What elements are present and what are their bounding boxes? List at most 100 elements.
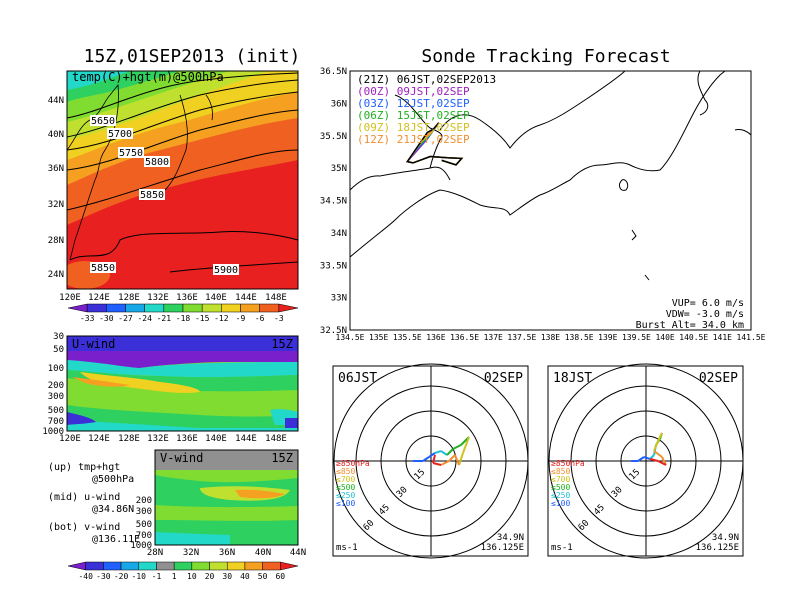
colorbar-swatch	[259, 303, 280, 313]
colorbar-swatch	[240, 303, 260, 313]
wind-colorbar-label: 20	[205, 572, 215, 581]
uwind-p-tick: 300	[48, 392, 64, 402]
colorbar-swatch	[221, 303, 241, 313]
hodograph-level-legend: ≤100	[551, 499, 570, 508]
wind-colorbar-label: 10	[187, 572, 197, 581]
hodograph-trace	[653, 440, 659, 452]
hodograph-level-legend: ≤850	[336, 467, 355, 476]
hodograph-trace	[657, 432, 663, 442]
wind-colorbar-label: 30	[222, 572, 232, 581]
hodograph-units: ms-1	[336, 543, 358, 553]
hodograph-trace	[462, 436, 470, 454]
colorbar-label: -18	[176, 314, 191, 323]
hodograph-trace	[653, 450, 663, 458]
note-bot-2: @136.11E	[92, 534, 140, 545]
hodograph-trace	[446, 448, 454, 456]
track-lon-tick: 141E	[713, 333, 732, 342]
sonde-tracks	[405, 122, 464, 166]
contour-label: 5700	[108, 129, 132, 140]
note-bot-1: (bot) v-wind	[48, 522, 120, 533]
map500-lat-tick: 44N	[48, 96, 64, 106]
hodograph-trace	[643, 456, 651, 460]
track-lon-tick: 136E	[426, 333, 445, 342]
vwind-lat-tick: 32N	[183, 548, 199, 558]
wind-colorbar-swatch	[209, 561, 228, 571]
track-lat-tick: 33.5N	[320, 261, 347, 271]
track-legend-entry: (03Z) 12JST,02SEP	[357, 97, 470, 110]
track-legend-entry: (00Z) 09JST,02SEP	[357, 85, 470, 98]
note-mid-1: (mid) u-wind	[48, 492, 120, 503]
track-map-panel: 36.5N 36N 35.5N 35N 34.5N 34N 33.5N 33N 32.5N 13…	[320, 67, 766, 342]
hodograph-trace	[422, 456, 430, 462]
track-lat-tick: 34N	[331, 229, 347, 239]
contour-label-bg	[90, 262, 116, 273]
hodograph-trace	[440, 450, 448, 456]
uwind-lon-tick: 144E	[235, 434, 257, 444]
track-lon-tick: 138.5E	[565, 333, 594, 342]
track-legend-entry: (06Z) 15JST,02SEP	[357, 109, 470, 122]
hodograph-level-legend: ≤250	[336, 491, 355, 500]
uwind-p-tick: 1000	[42, 427, 64, 437]
contour-label: 5900	[214, 265, 238, 276]
uwind-lon-tick: 132E	[147, 434, 169, 444]
hodograph-level-legend: ≤700	[551, 475, 570, 484]
hodograph-trace	[637, 456, 645, 462]
track-lat-tick: 34.5N	[320, 197, 347, 207]
wind-colorbar-swatch	[191, 561, 210, 571]
vwind-p-tick: 200	[136, 496, 152, 506]
wind-colorbar-swatch	[226, 561, 246, 571]
map500-colorbar: -33 -30 -27 -24 -21 -18 -15 -12 -9 -6 -3	[67, 303, 299, 323]
colorbar-label: -9	[236, 314, 246, 323]
contour-label-bg	[118, 147, 144, 158]
sonde-track-line	[406, 122, 464, 166]
hodograph-trace	[432, 454, 436, 464]
hodo2-date: 02SEP	[699, 371, 738, 386]
track-lon-tick: 139.5E	[622, 333, 651, 342]
hodograph-level-legend: ≥850hPa	[551, 459, 585, 468]
note-mid-2: @34.86N	[92, 504, 134, 515]
wind-colorbar-swatch	[173, 561, 193, 571]
vwind-p-tick: 1000	[130, 541, 152, 551]
map500-lat-tick: 28N	[48, 236, 64, 246]
map500-lon-tick: 128E	[118, 293, 140, 303]
colorbar-label: -24	[137, 314, 152, 323]
wind-colorbar-label: -30	[96, 572, 111, 581]
wind-colorbar-label: 40	[240, 572, 250, 581]
vwind-lat-tick: 36N	[219, 548, 235, 558]
hodo1-time: 06JST	[338, 371, 377, 386]
map500-lat-tick: 24N	[48, 270, 64, 280]
contour-label-bg	[139, 189, 165, 200]
colorbar-swatch	[201, 303, 222, 313]
contour-label-bg	[144, 156, 170, 167]
param-burst: Burst Alt= 34.0 km	[636, 320, 744, 331]
uwind-lon-tick: 124E	[88, 434, 110, 444]
colorbar-label: -15	[195, 314, 210, 323]
wind-colorbar-label: -40	[78, 572, 93, 581]
uwind-label: U-wind	[72, 337, 115, 351]
colorbar-label: -27	[118, 314, 133, 323]
track-lon-tick: 140.5E	[679, 333, 708, 342]
map500-lon-tick: 124E	[88, 293, 110, 303]
vwind-p-tick: 300	[136, 507, 152, 517]
wind-colorbar-label: 50	[258, 572, 268, 581]
hodograph-06jst: 06JST 02SEP 15304560≥850hPa≤850≤700≤500≤…	[332, 363, 529, 559]
wind-colorbar-label: -20	[114, 572, 129, 581]
hodograph-units: ms-1	[551, 543, 573, 553]
hodograph-18jst: 18JST 02SEP 15304560≥850hPa≤850≤700≤500≤…	[547, 363, 744, 559]
wind-colorbar-swatch	[85, 561, 104, 571]
track-header: (21Z) 06JST,02SEP2013	[357, 73, 496, 86]
map500-lat-tick: 36N	[48, 164, 64, 174]
colorbar-label: -21	[157, 314, 172, 323]
track-lon-tick: 139E	[598, 333, 617, 342]
hodograph-lon: 136.125E	[481, 543, 524, 553]
colorbar-label: -3	[274, 314, 284, 323]
hodograph-trace	[440, 460, 450, 466]
track-coastline	[350, 71, 751, 281]
track-lat-tick: 36N	[331, 99, 347, 109]
uwind-p-tick: 50	[53, 345, 64, 355]
wind-colorbar-label: -1	[152, 572, 162, 581]
param-vup: VUP= 6.0 m/s	[672, 298, 744, 309]
wind-colorbar-label: -10	[132, 572, 147, 581]
